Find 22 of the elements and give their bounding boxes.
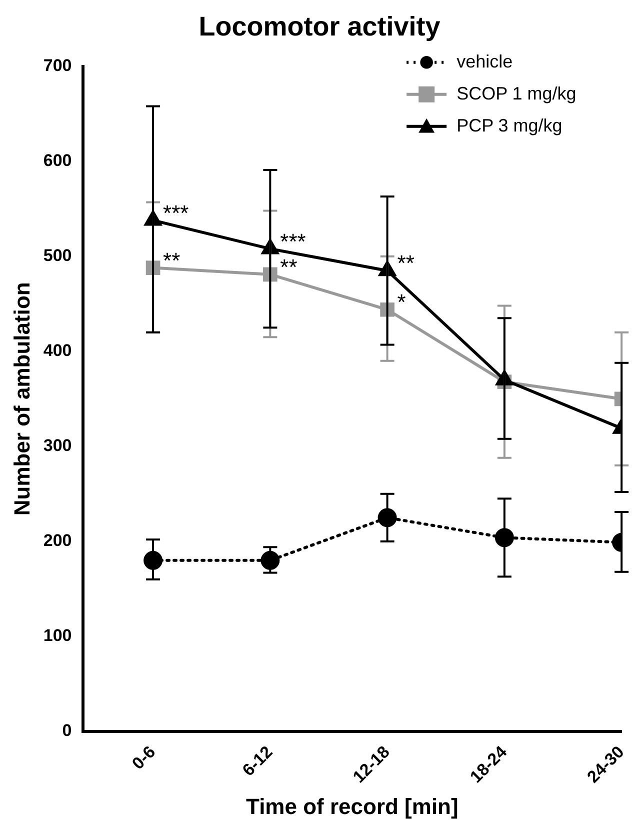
y-axis-title: Number of ambulation	[9, 282, 34, 516]
y-tick-label: 500	[43, 246, 72, 266]
annotation: ***	[163, 200, 190, 226]
annotation: **	[280, 254, 298, 280]
annotation: **	[397, 250, 415, 276]
annotation: *	[397, 290, 406, 315]
y-tick-label: 300	[43, 436, 72, 456]
y-tick-label: 600	[43, 151, 72, 170]
x-tick-label: 0-6	[128, 742, 160, 774]
x-tick-label: 6-12	[238, 742, 276, 780]
legend-label: PCP 3 mg/kg	[456, 115, 562, 136]
y-tick-label: 200	[43, 531, 72, 550]
y-tick-label: 700	[43, 56, 72, 76]
legend-label: vehicle	[456, 51, 513, 72]
annotation: **	[163, 248, 181, 273]
annotation: ***	[280, 228, 306, 254]
y-tick-label: 400	[43, 341, 72, 360]
y-tick-label: 100	[43, 626, 72, 646]
x-axis-title: Time of record [min]	[246, 794, 458, 819]
chart-title: Locomotor activity	[198, 12, 440, 42]
y-tick-label: 0	[62, 721, 72, 740]
legend-label: SCOP 1 mg/kg	[456, 83, 576, 104]
